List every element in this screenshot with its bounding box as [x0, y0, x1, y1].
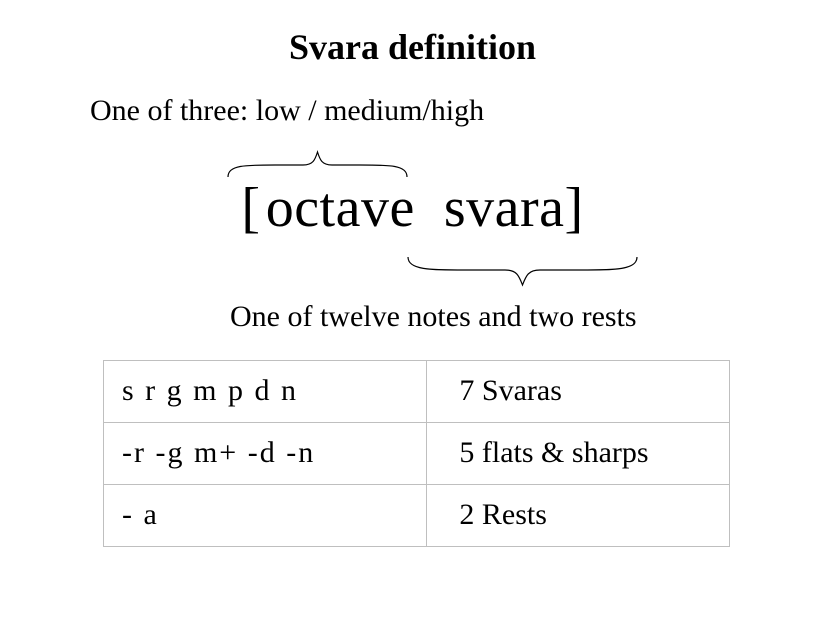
syntax-expression: [ octave svara]	[0, 176, 825, 240]
page-title: Svara definition	[0, 26, 825, 68]
brace-bottom-icon	[405, 252, 640, 296]
cell-symbols: - a	[104, 485, 427, 547]
term-svara: svara	[444, 177, 565, 239]
table-row: - a 2 Rests	[104, 485, 730, 547]
close-bracket: ]	[564, 177, 583, 239]
table-row: s r g m p d n 7 Svaras	[104, 361, 730, 423]
cell-symbols: s r g m p d n	[104, 361, 427, 423]
open-bracket: [	[241, 177, 260, 239]
cell-description: 5 flats & sharps	[427, 423, 730, 485]
annotation-octave: One of three: low / medium/high	[90, 94, 484, 128]
cell-description: 7 Svaras	[427, 361, 730, 423]
cell-symbols: -r -g m+ -d -n	[104, 423, 427, 485]
svara-definition-diagram: Svara definition One of three: low / med…	[0, 0, 825, 619]
annotation-svara: One of twelve notes and two rests	[230, 300, 637, 334]
notes-table: s r g m p d n 7 Svaras -r -g m+ -d -n 5 …	[103, 360, 730, 547]
cell-description: 2 Rests	[427, 485, 730, 547]
table-row: -r -g m+ -d -n 5 flats & sharps	[104, 423, 730, 485]
term-octave: octave	[266, 177, 415, 239]
brace-top-icon	[225, 140, 410, 180]
